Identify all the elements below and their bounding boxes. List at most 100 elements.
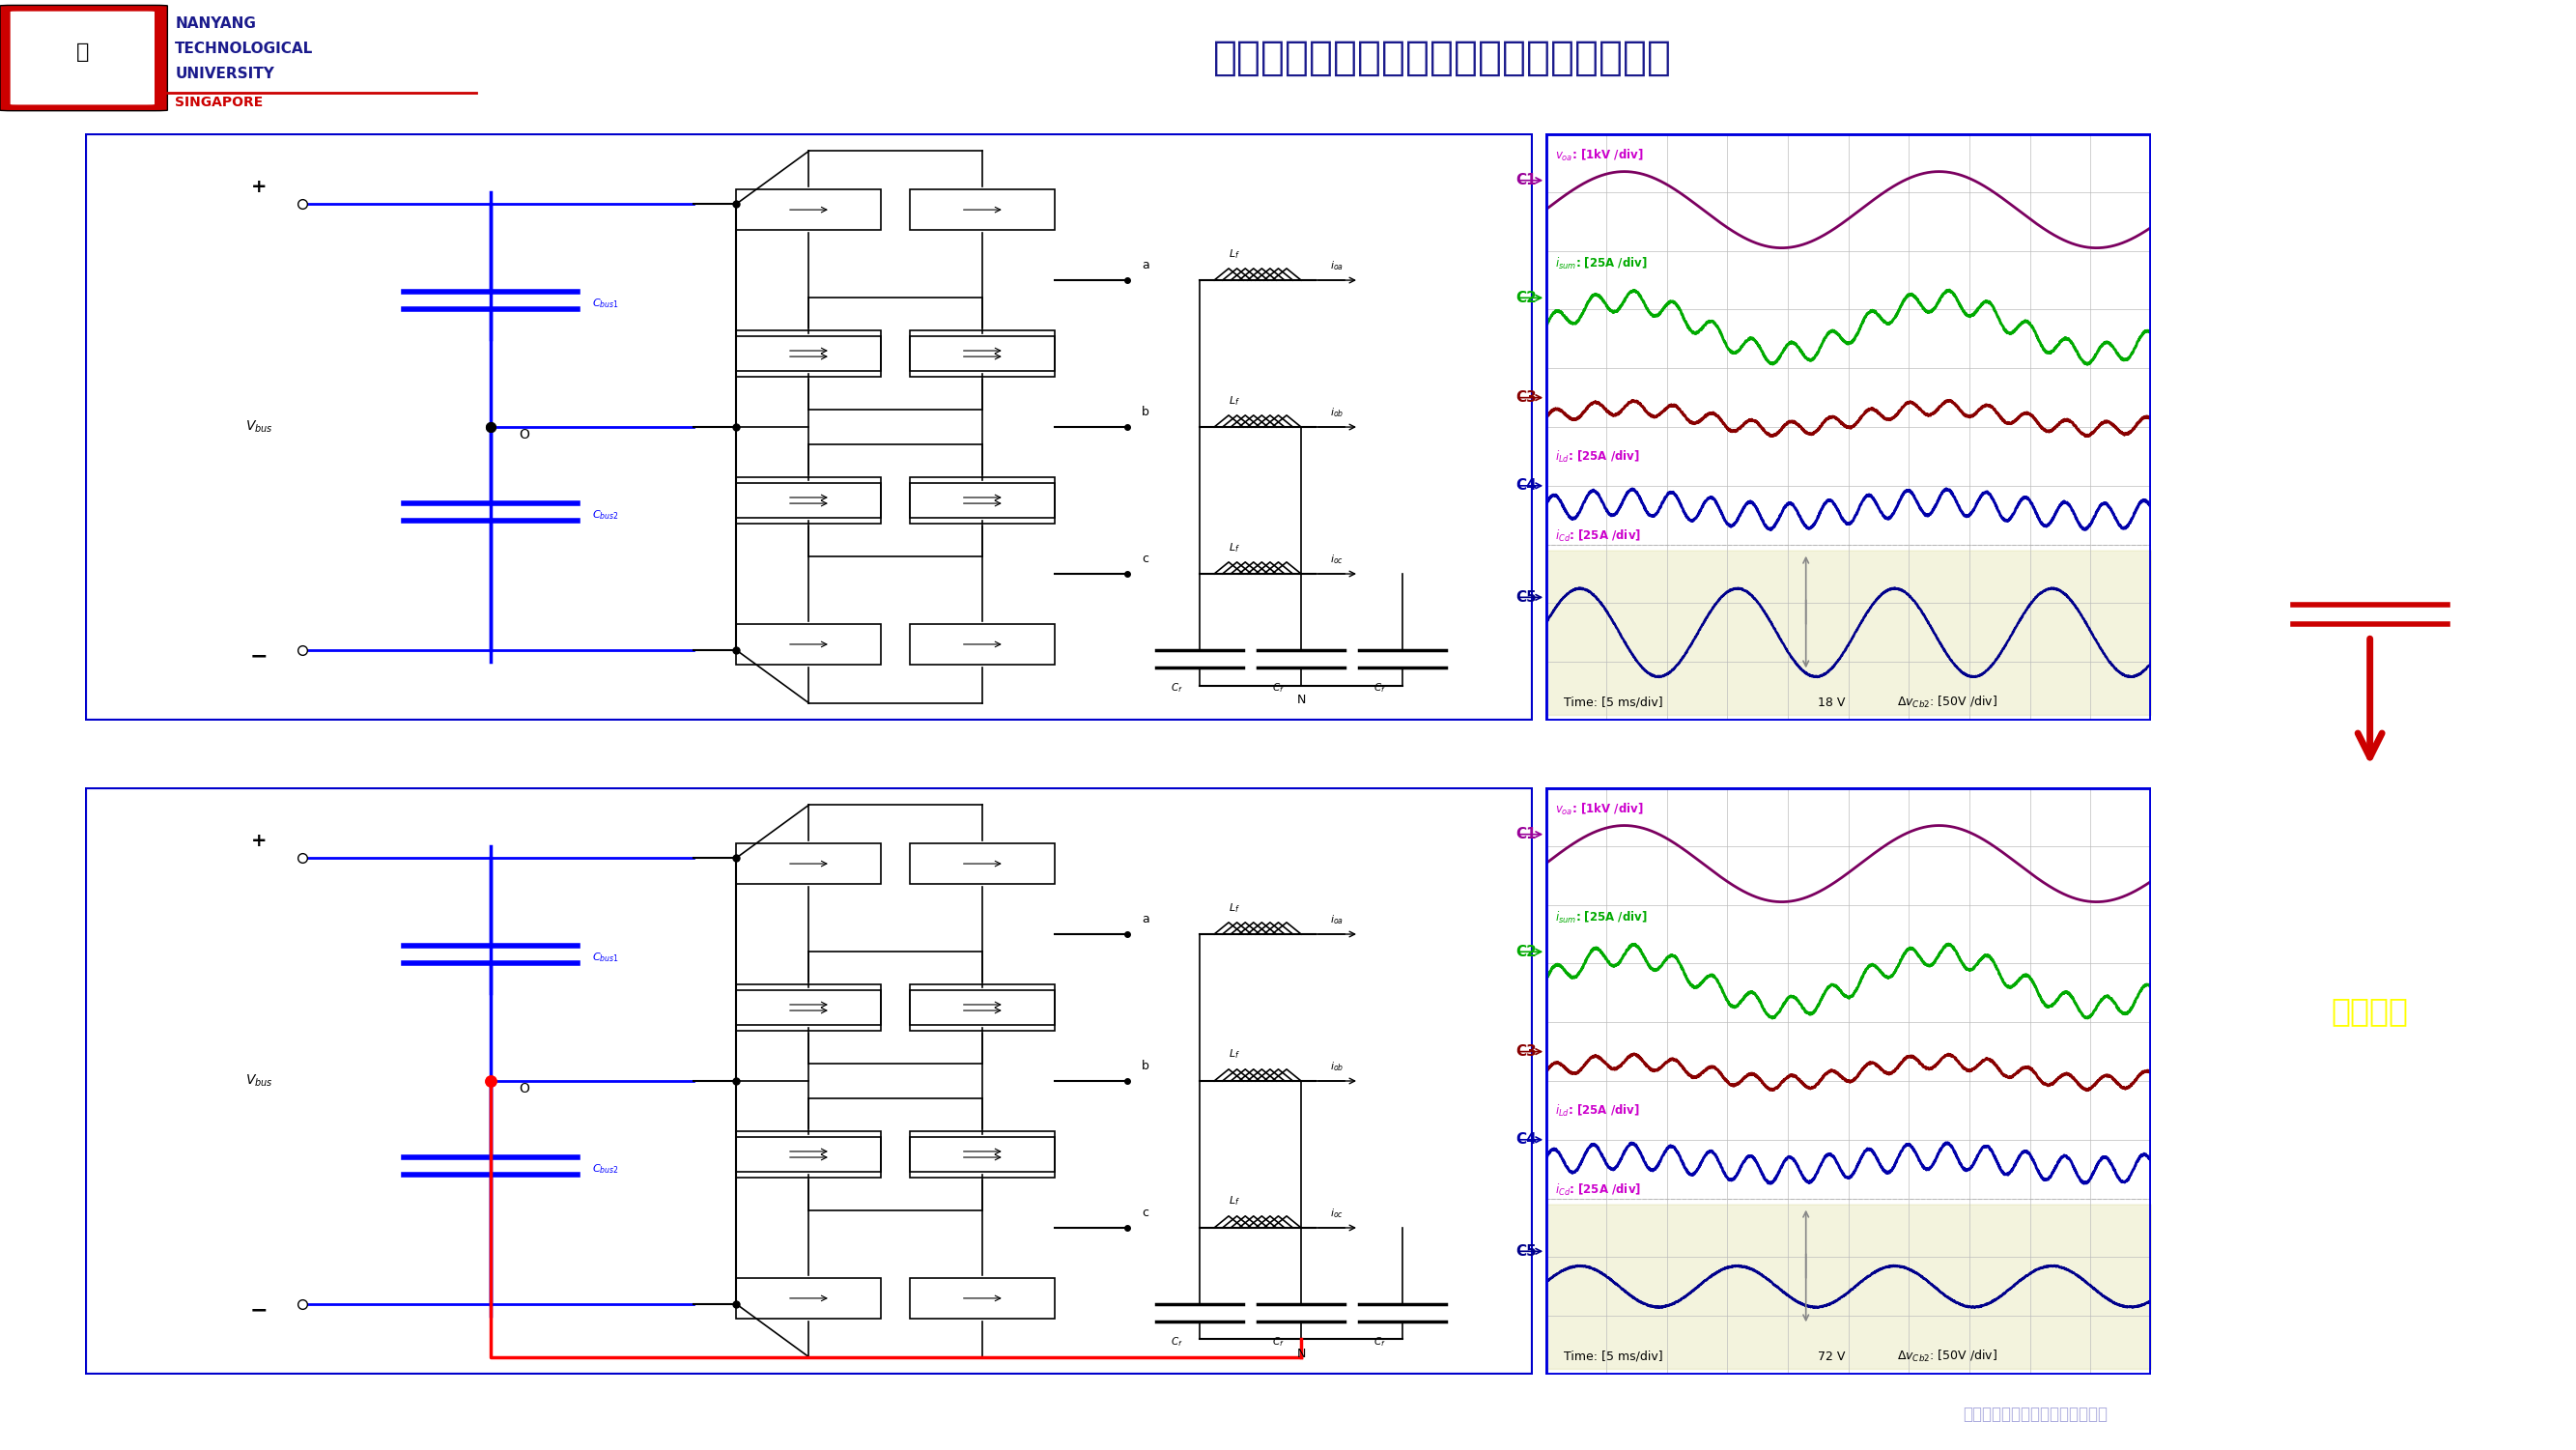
Text: 中国电工技术学会青年云沙龙: 中国电工技术学会青年云沙龙 [1193, 1402, 1383, 1425]
Text: $L_f$: $L_f$ [1229, 900, 1239, 915]
Text: UNIVERSITY: UNIVERSITY [175, 67, 276, 81]
Text: $C_{bus2}$: $C_{bus2}$ [592, 1163, 618, 1176]
Text: N: N [1296, 1347, 1306, 1360]
Text: $i_{Cd}$: [25A /div]: $i_{Cd}$: [25A /div] [1556, 528, 1641, 544]
Text: O: O [520, 1082, 531, 1096]
Bar [737, 1131, 881, 1172]
Text: +: + [250, 178, 268, 196]
Text: b: b [1141, 1060, 1149, 1072]
Text: a: a [1141, 912, 1149, 925]
Text: $L_f$: $L_f$ [1229, 247, 1239, 261]
Text: C4: C4 [1515, 1132, 1535, 1147]
Text: $\Delta v_{Cb2}$: [50V /div]: $\Delta v_{Cb2}$: [50V /div] [1896, 695, 1996, 710]
Bar [909, 483, 1056, 523]
Text: 直流电容: 直流电容 [2331, 879, 2409, 911]
Bar [737, 483, 881, 523]
Bar [909, 1277, 1056, 1320]
Bar [909, 1137, 1056, 1177]
Bar [909, 624, 1056, 666]
Text: 脉动增大: 脉动增大 [2331, 461, 2409, 493]
Text: $i_{oa}$: $i_{oa}$ [1329, 258, 1345, 273]
Text: $i_{oa}$: $i_{oa}$ [1329, 912, 1345, 927]
Text: C4: C4 [1515, 479, 1535, 493]
Text: b: b [1141, 406, 1149, 418]
Text: $C_f$: $C_f$ [1170, 1335, 1182, 1348]
Text: 加入中线后: 加入中线后 [39, 1048, 59, 1114]
Text: 研究背景：加入中线对分裂电容电压的影响: 研究背景：加入中线对分裂电容电压的影响 [1213, 38, 1672, 78]
Text: 72 V: 72 V [1819, 1350, 1844, 1363]
Bar [737, 1277, 881, 1320]
Bar [737, 1137, 881, 1177]
Text: c: c [1141, 552, 1149, 566]
Text: $L_f$: $L_f$ [1229, 541, 1239, 554]
Text: +: + [250, 832, 268, 850]
Bar [737, 985, 881, 1025]
Bar [909, 477, 1056, 518]
Text: $i_{ob}$: $i_{ob}$ [1329, 406, 1345, 419]
Text: Time: [5 ms/div]: Time: [5 ms/div] [1564, 1350, 1664, 1363]
Text: 体积增大: 体积增大 [2331, 995, 2409, 1027]
Text: $C_f$: $C_f$ [1273, 1335, 1285, 1348]
Bar [737, 842, 881, 884]
Text: C3: C3 [1515, 1044, 1535, 1058]
Text: 6: 6 [2501, 1402, 2519, 1425]
Text: NANYANG: NANYANG [175, 16, 255, 30]
Text: 🦁: 🦁 [75, 42, 90, 62]
Text: 18 V: 18 V [1819, 696, 1844, 709]
Text: $C_f$: $C_f$ [1273, 681, 1285, 695]
Bar [909, 985, 1056, 1025]
Text: C2: C2 [1515, 944, 1535, 958]
Text: $C_{bus1}$: $C_{bus1}$ [592, 297, 618, 310]
Text: 电容电压: 电容电压 [2331, 358, 2409, 390]
Text: 中国电工技术学会新媒体平台发布: 中国电工技术学会新媒体平台发布 [1963, 1405, 2107, 1422]
Bar [737, 990, 881, 1031]
Text: $C_{bus2}$: $C_{bus2}$ [592, 509, 618, 522]
Text: $C_f$: $C_f$ [1373, 681, 1386, 695]
Bar [909, 331, 1056, 371]
Text: C2: C2 [1515, 290, 1535, 304]
Text: $i_{oc}$: $i_{oc}$ [1329, 1206, 1345, 1219]
Bar [909, 1131, 1056, 1172]
Text: C5: C5 [1515, 1244, 1535, 1259]
Bar [737, 624, 881, 666]
Text: N: N [1296, 693, 1306, 706]
Text: SINGAPORE: SINGAPORE [175, 96, 263, 109]
Text: $V_{bus}$: $V_{bus}$ [245, 419, 273, 435]
Text: C3: C3 [1515, 390, 1535, 405]
Bar [737, 188, 881, 231]
Bar [909, 336, 1056, 377]
Text: $C_{bus1}$: $C_{bus1}$ [592, 951, 618, 964]
Text: $i_{sum}$: [25A /div]: $i_{sum}$: [25A /div] [1556, 909, 1646, 925]
Text: a: a [1141, 258, 1149, 271]
Bar [737, 336, 881, 377]
Text: $i_{ob}$: $i_{ob}$ [1329, 1060, 1345, 1073]
Text: $i_{oc}$: $i_{oc}$ [1329, 552, 1345, 566]
Text: C5: C5 [1515, 590, 1535, 605]
Text: $v_{oa}$: [1kV /div]: $v_{oa}$: [1kV /div] [1556, 148, 1643, 164]
Text: $\Delta v_{Cb2}$: [50V /div]: $\Delta v_{Cb2}$: [50V /div] [1896, 1348, 1996, 1364]
Text: 4/10/2022: 4/10/2022 [46, 1404, 149, 1424]
Text: c: c [1141, 1206, 1149, 1219]
Text: TECHNOLOGICAL: TECHNOLOGICAL [175, 42, 314, 57]
Text: $C_f$: $C_f$ [1373, 1335, 1386, 1348]
Text: −: − [250, 647, 268, 666]
Text: $i_{Ld}$: [25A /div]: $i_{Ld}$: [25A /div] [1556, 1103, 1638, 1119]
Text: C1: C1 [1515, 826, 1535, 841]
Text: $L_f$: $L_f$ [1229, 1195, 1239, 1208]
Text: $V_{bus}$: $V_{bus}$ [245, 1073, 273, 1089]
FancyBboxPatch shape [10, 12, 155, 104]
Bar [737, 331, 881, 371]
Text: $i_{Cd}$: [25A /div]: $i_{Cd}$: [25A /div] [1556, 1182, 1641, 1198]
Text: C1: C1 [1515, 173, 1535, 187]
Text: $i_{sum}$: [25A /div]: $i_{sum}$: [25A /div] [1556, 255, 1646, 271]
Text: 加入中线前: 加入中线前 [39, 394, 59, 460]
Text: −: − [250, 1301, 268, 1320]
Text: $L_f$: $L_f$ [1229, 1048, 1239, 1061]
Bar [909, 990, 1056, 1031]
Bar [737, 477, 881, 518]
Text: $L_f$: $L_f$ [1229, 394, 1239, 407]
FancyBboxPatch shape [0, 6, 167, 110]
Text: $C_f$: $C_f$ [1170, 681, 1182, 695]
Text: Time: [5 ms/div]: Time: [5 ms/div] [1564, 696, 1664, 709]
Text: O: O [520, 428, 531, 442]
